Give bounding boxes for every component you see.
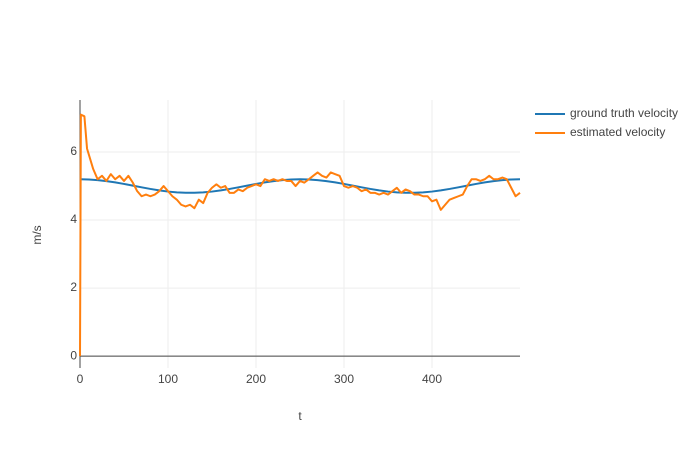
legend-label: ground truth velocity [570, 106, 678, 120]
y-tick-label: 0 [70, 348, 77, 362]
x-tick-label: 200 [246, 372, 266, 386]
line-series [79, 113, 521, 357]
line-series [79, 178, 521, 194]
x-tick-label: 100 [158, 372, 178, 386]
x-tick-label: 300 [334, 372, 354, 386]
y-tick-label: 2 [70, 280, 77, 294]
y-tick-label: 4 [70, 212, 77, 226]
x-tick-label: 400 [422, 372, 442, 386]
y-tick-label: 6 [70, 144, 77, 158]
x-tick-label: 0 [77, 372, 84, 386]
x-axis-title: t [298, 409, 302, 423]
y-axis-title: m/s [30, 225, 44, 244]
legend-label: estimated velocity [570, 125, 665, 139]
